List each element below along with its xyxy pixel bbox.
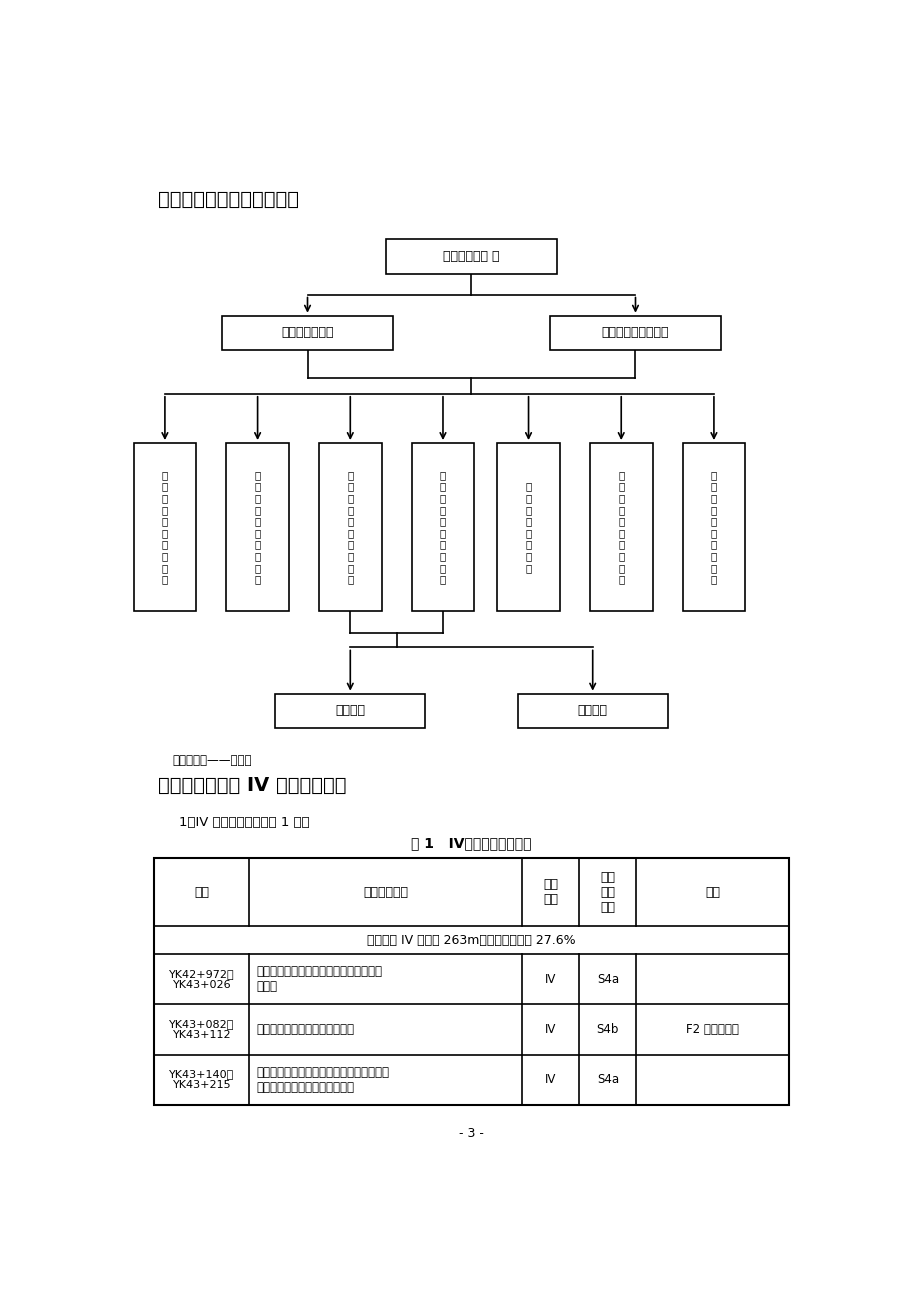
FancyBboxPatch shape bbox=[496, 443, 560, 612]
Text: - 3 -: - 3 - bbox=[459, 1128, 483, 1141]
Text: F2 断裂影响带: F2 断裂影响带 bbox=[686, 1023, 738, 1036]
FancyBboxPatch shape bbox=[226, 443, 289, 612]
FancyBboxPatch shape bbox=[221, 315, 392, 350]
Text: 主要
支护
类型: 主要 支护 类型 bbox=[600, 871, 615, 914]
Text: 工
地
试
验
室
（
周
宝
玉
）: 工 地 试 验 室 （ 周 宝 玉 ） bbox=[346, 470, 353, 585]
Text: YK43+082～
YK43+112: YK43+082～ YK43+112 bbox=[169, 1018, 234, 1040]
Text: IV: IV bbox=[545, 973, 556, 986]
FancyBboxPatch shape bbox=[275, 694, 425, 728]
FancyBboxPatch shape bbox=[517, 694, 667, 728]
Text: 岩体较破碎，呈碎石状压碎结构: 岩体较破碎，呈碎石状压碎结构 bbox=[256, 1023, 354, 1036]
Text: 工
程
技
术
部
（
刘
光
才
）: 工 程 技 术 部 （ 刘 光 才 ） bbox=[162, 470, 168, 585]
Text: 三、施工管理组织机构框图: 三、施工管理组织机构框图 bbox=[158, 190, 299, 210]
Text: 总工程师：张奎: 总工程师：张奎 bbox=[281, 327, 334, 340]
Text: 项目副经理：吕成志: 项目副经理：吕成志 bbox=[601, 327, 668, 340]
Text: 拱部无支护时可产生较大的坍塌，侧壁时
有失稳: 拱部无支护时可产生较大的坍塌，侧壁时 有失稳 bbox=[256, 965, 382, 993]
Text: S4a: S4a bbox=[596, 973, 618, 986]
Text: 物
资
设
备
部
（
杨
永
平
）: 物 资 设 备 部 （ 杨 永 平 ） bbox=[618, 470, 624, 585]
Text: 项目经理：刘 俊: 项目经理：刘 俊 bbox=[443, 250, 499, 263]
Text: 表 1   IV级围岩分布位置表: 表 1 IV级围岩分布位置表 bbox=[411, 836, 531, 850]
Text: 隧道二队: 隧道二队 bbox=[577, 704, 607, 717]
Text: S4a: S4a bbox=[596, 1073, 618, 1086]
FancyBboxPatch shape bbox=[386, 240, 557, 273]
FancyBboxPatch shape bbox=[550, 315, 720, 350]
FancyBboxPatch shape bbox=[589, 443, 652, 612]
Text: 财
务
部
（
谢
海
斌
）: 财 务 部 （ 谢 海 斌 ） bbox=[525, 482, 531, 573]
Text: 里程: 里程 bbox=[194, 885, 210, 898]
Text: 隧道右线 IV 级围岩 263m，占隧道总长的 27.6%: 隧道右线 IV 级围岩 263m，占隧道总长的 27.6% bbox=[367, 934, 575, 947]
Text: 围岩
等级: 围岩 等级 bbox=[543, 878, 558, 906]
Text: 计
划
合
同
部
（
郑
晓
东
）: 计 划 合 同 部 （ 郑 晓 东 ） bbox=[439, 470, 446, 585]
FancyBboxPatch shape bbox=[133, 443, 196, 612]
FancyBboxPatch shape bbox=[682, 443, 744, 612]
Text: S4b: S4b bbox=[596, 1023, 618, 1036]
Text: 岩体较破碎，拱部无支护可产生较大坍塌，
侧壁有时失稳，雨季普遍渗淋水: 岩体较破碎，拱部无支护可产生较大坍塌， 侧壁有时失稳，雨季普遍渗淋水 bbox=[256, 1065, 389, 1094]
Text: 地质特征描述: 地质特征描述 bbox=[363, 885, 408, 898]
FancyBboxPatch shape bbox=[411, 443, 474, 612]
Text: 四、马头塘隧道 IV 级围岩的分布: 四、马头塘隧道 IV 级围岩的分布 bbox=[158, 776, 346, 794]
Text: IV: IV bbox=[545, 1073, 556, 1086]
Text: 隧道工程师——刘光才: 隧道工程师——刘光才 bbox=[172, 754, 251, 767]
Text: 备注: 备注 bbox=[704, 885, 720, 898]
FancyBboxPatch shape bbox=[319, 443, 381, 612]
Text: 综
合
办
公
室
（
郑
允
灿
）: 综 合 办 公 室 （ 郑 允 灿 ） bbox=[710, 470, 716, 585]
Text: IV: IV bbox=[545, 1023, 556, 1036]
Text: YK43+140～
YK43+215: YK43+140～ YK43+215 bbox=[169, 1069, 234, 1090]
Text: 隧道一队: 隧道一队 bbox=[335, 704, 365, 717]
Text: 安
全
质
量
部
（
钮
小
祥
）: 安 全 质 量 部 （ 钮 小 祥 ） bbox=[255, 470, 260, 585]
Text: YK42+972～
YK43+026: YK42+972～ YK43+026 bbox=[169, 969, 234, 990]
Text: 1、IV 级围岩的分布如表 1 所示: 1、IV 级围岩的分布如表 1 所示 bbox=[179, 816, 310, 829]
